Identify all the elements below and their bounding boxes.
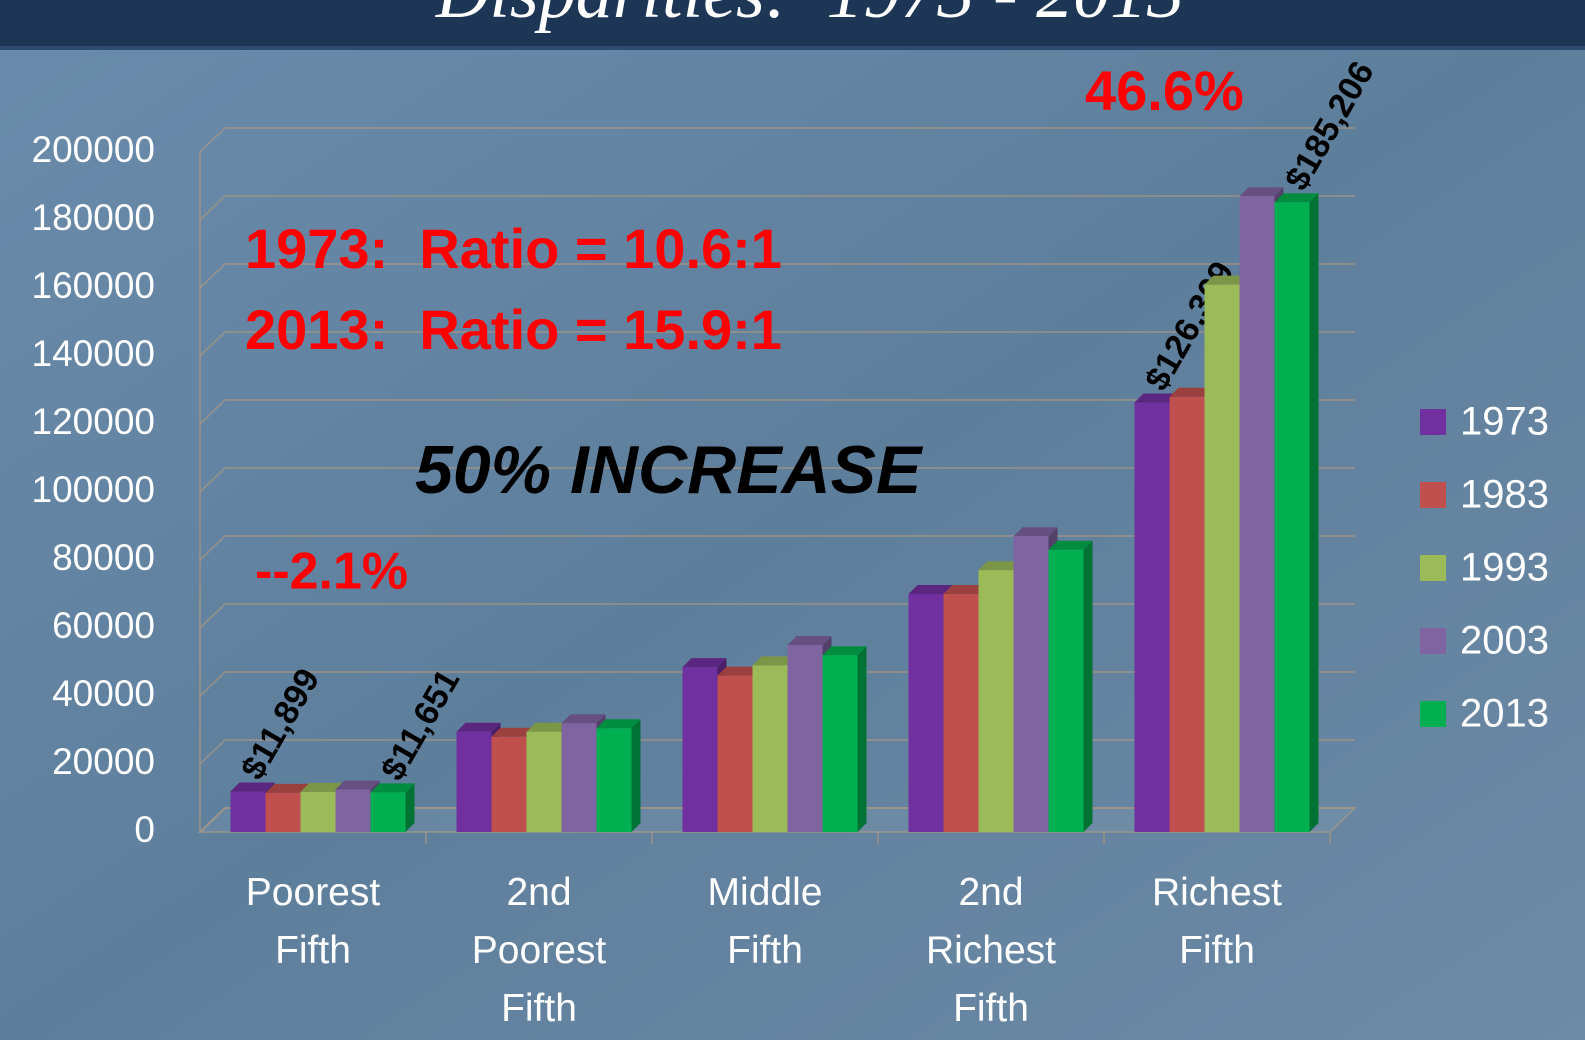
bar-side <box>632 719 641 832</box>
y-tick-label: 120000 <box>32 401 155 442</box>
bar <box>753 665 788 832</box>
bar <box>1049 550 1084 832</box>
y-tick-label: 60000 <box>52 605 155 646</box>
bar <box>527 732 562 832</box>
bar-side <box>858 646 867 832</box>
bar-side <box>1084 541 1093 832</box>
bar <box>979 570 1014 832</box>
bar <box>371 792 406 832</box>
legend-swatch <box>1420 628 1446 654</box>
annotation: 2013: Ratio = 15.9:1 <box>245 298 782 361</box>
y-tick-label: 100000 <box>32 469 155 510</box>
bar <box>1205 285 1240 832</box>
bar <box>301 792 336 832</box>
y-tick-label: 200000 <box>32 129 155 170</box>
bar-side <box>1310 193 1319 832</box>
bar <box>231 792 266 832</box>
bar <box>909 594 944 832</box>
bar <box>788 645 823 832</box>
bar <box>1170 397 1205 832</box>
legend-swatch <box>1420 701 1446 727</box>
y-tick-label: 160000 <box>32 265 155 306</box>
slide: Disparities: 1973 - 2013 0 20000 40000 6000… <box>0 0 1585 1040</box>
bar <box>944 594 979 832</box>
bar <box>1275 202 1310 832</box>
legend-label: 1983 <box>1460 473 1549 517</box>
legend-swatch <box>1420 409 1446 435</box>
legend-swatch <box>1420 482 1446 508</box>
bar <box>1014 536 1049 832</box>
bar <box>492 737 527 832</box>
bar <box>336 790 371 833</box>
y-tick-label: 140000 <box>32 333 155 374</box>
legend-label: 1993 <box>1460 546 1549 590</box>
legend-label: 2003 <box>1460 619 1549 663</box>
legend-swatch <box>1420 555 1446 581</box>
bar <box>823 655 858 832</box>
annotation: 50% INCREASE <box>415 432 924 508</box>
y-tick-label: 180000 <box>32 197 155 238</box>
bar <box>718 676 753 832</box>
bar <box>266 793 301 832</box>
bar <box>457 732 492 832</box>
y-tick-label: 20000 <box>52 741 155 782</box>
slide-title: Disparities: 1973 - 2013 <box>435 0 1184 34</box>
bar <box>562 723 597 832</box>
annotation: 1973: Ratio = 10.6:1 <box>245 217 782 280</box>
bar <box>597 728 632 832</box>
y-tick-label: 0 <box>134 809 155 850</box>
annotation: --2.1% <box>255 543 408 601</box>
bar <box>683 667 718 832</box>
header-rule <box>0 46 1585 50</box>
annotation: 46.6% <box>1085 59 1244 122</box>
bar <box>1135 403 1170 832</box>
legend-label: 1973 <box>1460 400 1549 444</box>
y-tick-label: 40000 <box>52 673 155 714</box>
legend-label: 2013 <box>1460 692 1549 736</box>
bar <box>1240 196 1275 832</box>
y-tick-label: 80000 <box>52 537 155 578</box>
